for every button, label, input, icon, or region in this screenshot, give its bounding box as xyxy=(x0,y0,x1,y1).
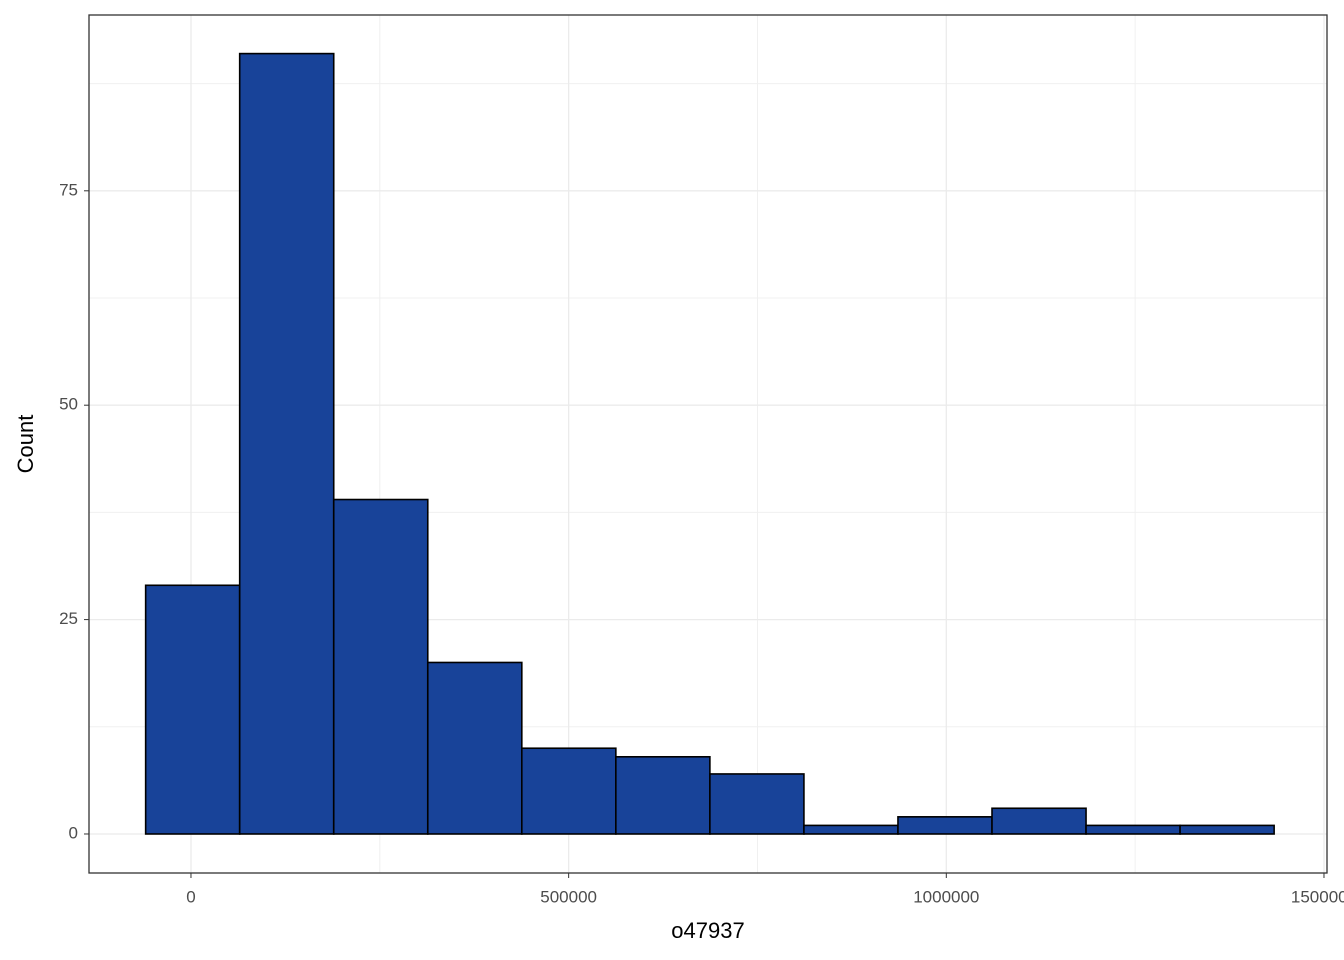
bar xyxy=(1179,824,1275,835)
panel-border xyxy=(88,14,1328,874)
y-tick-label: 25 xyxy=(59,609,78,628)
y-axis-title: Count xyxy=(13,415,38,474)
bar xyxy=(426,661,523,835)
bar xyxy=(332,498,429,835)
x-tick-label: 0 xyxy=(186,887,195,906)
y-tick-label: 0 xyxy=(69,823,78,842)
x-tick-label: 1500000 xyxy=(1291,887,1344,906)
bar xyxy=(897,816,993,835)
bar xyxy=(803,824,899,835)
bar xyxy=(1085,824,1181,835)
x-tick-label: 500000 xyxy=(540,887,597,906)
x-axis-title: o47937 xyxy=(671,918,744,943)
bar xyxy=(144,584,241,835)
bar xyxy=(238,52,335,835)
y-tick-label: 75 xyxy=(59,180,78,199)
bar xyxy=(991,807,1087,835)
bar xyxy=(615,755,711,835)
bar xyxy=(709,773,805,835)
bar xyxy=(521,747,617,835)
y-tick-label: 50 xyxy=(59,395,78,414)
x-tick-label: 1000000 xyxy=(913,887,979,906)
